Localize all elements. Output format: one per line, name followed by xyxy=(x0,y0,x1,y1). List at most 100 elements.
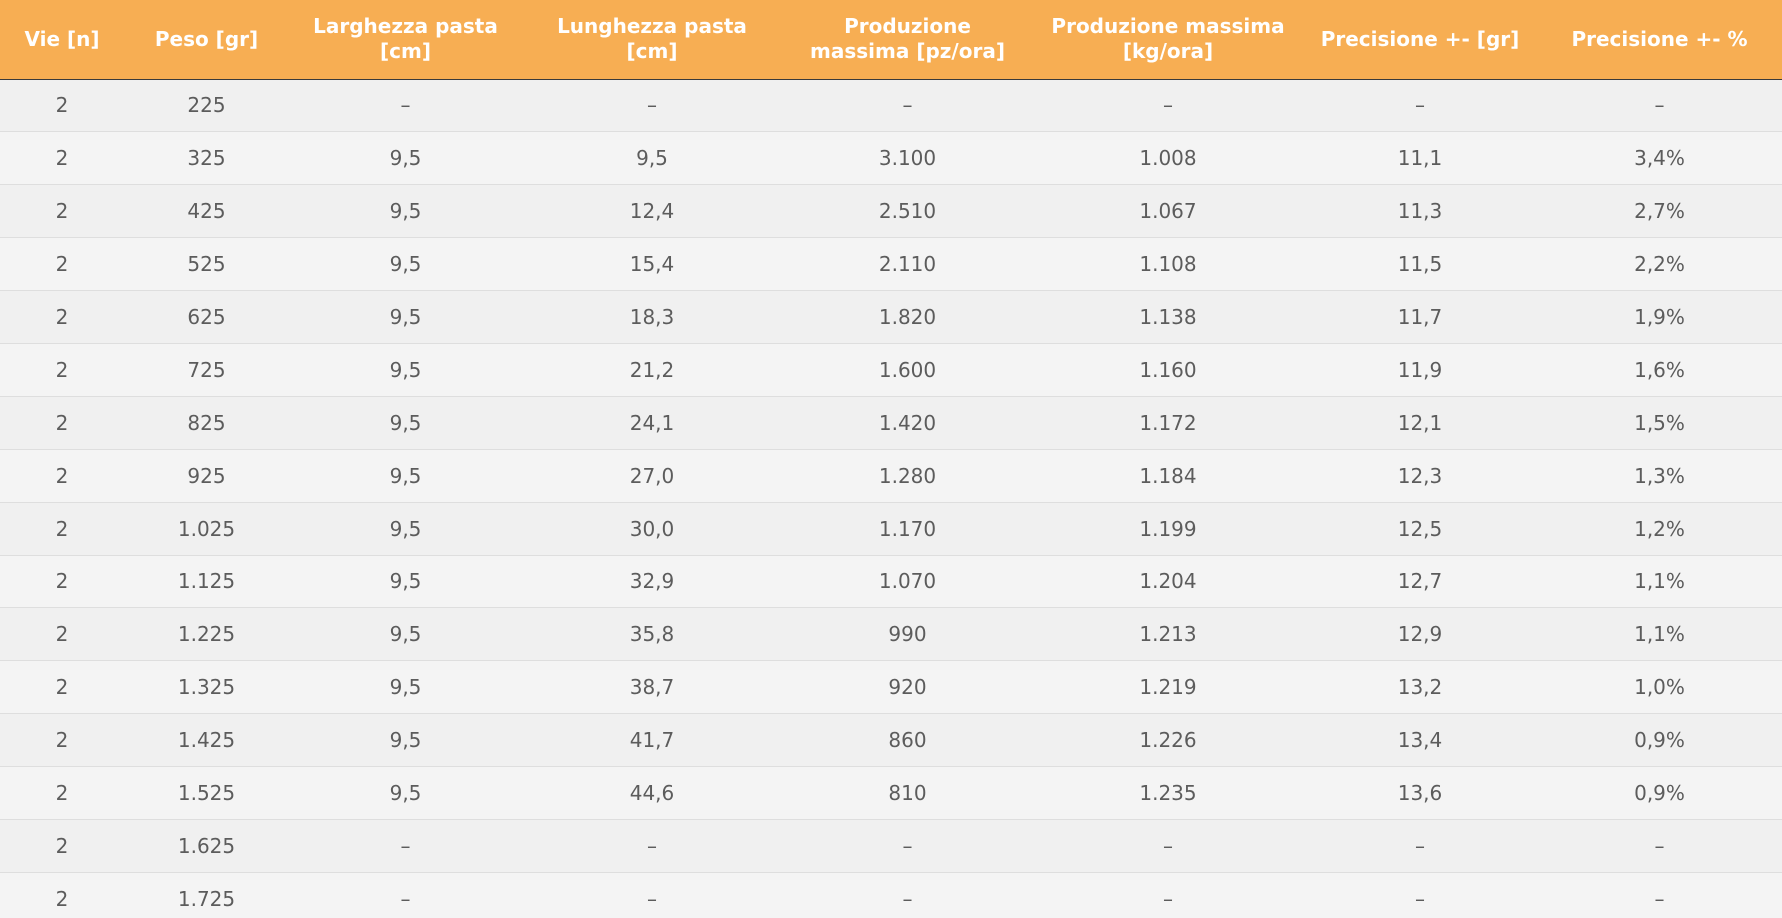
table-row: 2 525 9,5 15,4 2.110 1.108 11,5 2,2% xyxy=(0,237,1782,291)
max-production-kg-cell: 1.213 xyxy=(1033,607,1303,661)
table-row: 2 1.125 9,5 32,9 1.070 1.204 12,7 1,1% xyxy=(0,554,1782,608)
dough-width-cell: 9,5 xyxy=(289,660,522,714)
dough-length-cell: 21,2 xyxy=(522,342,782,397)
max-production-kg-cell: – xyxy=(1163,93,1173,118)
lanes-cell: 2 xyxy=(0,395,124,450)
lanes-cell: 2 xyxy=(55,93,69,118)
max-production-pieces-cell: – xyxy=(782,871,1033,918)
precision-percent-cell: 0,9% xyxy=(1537,713,1782,767)
dough-length-cell: – xyxy=(522,818,782,873)
precision-gr-cell: – xyxy=(1303,818,1537,873)
dough-length-cell: 24,1 xyxy=(522,395,782,450)
header-dough-length: Lunghezza pasta [cm] xyxy=(522,0,782,80)
table-row: 2 825 9,5 24,1 1.420 1.172 12,1 1,5% xyxy=(0,395,1782,450)
weight-cell: 325 xyxy=(124,131,289,185)
max-production-kg-cell: – xyxy=(1033,871,1303,918)
precision-percent-cell: 1,9% xyxy=(1537,290,1782,344)
weight-cell: 1.125 xyxy=(124,554,289,608)
max-production-kg-cell: 1.184 xyxy=(1033,448,1303,503)
dough-length-cell: 9,5 xyxy=(522,131,782,185)
lanes-cell: 2 xyxy=(0,766,124,820)
table-row: 2 1.225 9,5 35,8 990 1.213 12,9 1,1% xyxy=(0,607,1782,661)
header-row: Vie [n] Peso [gr] Larghezza pasta [cm] L… xyxy=(0,0,1782,80)
precision-percent-cell: 1,6% xyxy=(1537,342,1782,397)
table-body: 2 225– – – – – –2 325 9,5 9,5 3.100 1.008 11,1 3,4% 2 4… xyxy=(0,79,1782,918)
dough-width-cell: 9,5 xyxy=(289,290,522,344)
max-production-kg-cell: 1.199 xyxy=(1033,501,1303,556)
precision-percent-cell: 1,3% xyxy=(1537,448,1782,503)
table-row: 2 925 9,5 27,0 1.280 1.184 12,3 1,3% xyxy=(0,448,1782,503)
precision-gr-cell: 12,3 xyxy=(1303,448,1537,503)
precision-gr-cell: 11,5 xyxy=(1303,237,1537,291)
dough-width-cell: 9,5 xyxy=(289,237,522,291)
precision-percent-cell: 1,0% xyxy=(1537,660,1782,714)
weight-cell: 1.225 xyxy=(124,607,289,661)
table-row: 2 425 9,5 12,4 2.510 1.067 11,3 2,7% xyxy=(0,184,1782,238)
table-row: 2 1.425 9,5 41,7 860 1.226 13,4 0,9% xyxy=(0,713,1782,767)
header-precision-gr: Precisione +- [gr] xyxy=(1303,0,1537,80)
precision-percent-cell: – xyxy=(1537,818,1782,873)
lanes-cell: 2 xyxy=(0,818,124,873)
table-row: 2 1.325 9,5 38,7 920 1.219 13,2 1,0% xyxy=(0,660,1782,714)
max-production-pieces-cell: 860 xyxy=(782,713,1033,767)
max-production-pieces-cell: 990 xyxy=(782,607,1033,661)
precision-gr-cell: – xyxy=(1415,93,1425,118)
header-max-production-kg: Produzione massima [kg/ora] xyxy=(1033,0,1303,80)
max-production-kg-cell: 1.138 xyxy=(1033,290,1303,344)
precision-percent-cell: 1,1% xyxy=(1537,554,1782,608)
weight-cell: 225 xyxy=(187,93,226,118)
precision-percent-cell: 0,9% xyxy=(1537,766,1782,820)
max-production-kg-cell: 1.008 xyxy=(1033,131,1303,185)
weight-cell: 1.025 xyxy=(124,501,289,556)
weight-cell: 1.425 xyxy=(124,713,289,767)
max-production-kg-cell: 1.219 xyxy=(1033,660,1303,714)
precision-percent-cell: 1,1% xyxy=(1537,607,1782,661)
lanes-cell: 2 xyxy=(0,237,124,291)
weight-cell: 625 xyxy=(124,290,289,344)
dough-length-cell: 18,3 xyxy=(522,290,782,344)
dough-width-cell: 9,5 xyxy=(289,184,522,238)
table-row: 2 1.025 9,5 30,0 1.170 1.199 12,5 1,2% xyxy=(0,501,1782,556)
max-production-pieces-cell: 1.280 xyxy=(782,448,1033,503)
max-production-pieces-cell: – xyxy=(902,93,913,118)
max-production-kg-cell: – xyxy=(1033,818,1303,873)
max-production-pieces-cell: 1.070 xyxy=(782,554,1033,608)
max-production-pieces-cell: 1.420 xyxy=(782,395,1033,450)
precision-gr-cell: 12,9 xyxy=(1303,607,1537,661)
precision-percent-cell: 1,5% xyxy=(1537,395,1782,450)
precision-gr-cell: 11,7 xyxy=(1303,290,1537,344)
precision-percent-cell: 3,4% xyxy=(1537,131,1782,185)
table-row: 2 725 9,5 21,2 1.600 1.160 11,9 1,6% xyxy=(0,342,1782,397)
precision-percent-cell: 2,7% xyxy=(1537,184,1782,238)
weight-cell: 725 xyxy=(124,342,289,397)
lanes-cell: 2 xyxy=(0,342,124,397)
dough-width-cell: – xyxy=(289,871,522,918)
dough-width-cell: 9,5 xyxy=(289,131,522,185)
precision-gr-cell: 12,7 xyxy=(1303,554,1537,608)
dough-width-cell: – xyxy=(289,818,522,873)
dough-width-cell: 9,5 xyxy=(289,448,522,503)
dough-length-cell: 44,6 xyxy=(522,766,782,820)
max-production-kg-cell: 1.226 xyxy=(1033,713,1303,767)
header-precision-percent: Precisione +- % xyxy=(1537,0,1782,80)
dough-length-cell: 15,4 xyxy=(522,237,782,291)
weight-cell: 1.325 xyxy=(124,660,289,714)
lanes-cell: 2 xyxy=(0,713,124,767)
precision-gr-cell: 12,5 xyxy=(1303,501,1537,556)
lanes-cell: 2 xyxy=(0,184,124,238)
max-production-pieces-cell: 1.820 xyxy=(782,290,1033,344)
weight-cell: 425 xyxy=(124,184,289,238)
precision-gr-cell: 11,1 xyxy=(1303,131,1537,185)
max-production-kg-cell: 1.108 xyxy=(1033,237,1303,291)
dough-length-cell: – xyxy=(647,93,657,118)
precision-percent-cell: 2,2% xyxy=(1537,237,1782,291)
dough-width-cell: 9,5 xyxy=(289,342,522,397)
weight-cell: 525 xyxy=(124,237,289,291)
table-header: Vie [n] Peso [gr] Larghezza pasta [cm] L… xyxy=(0,0,1782,80)
dough-length-cell: 35,8 xyxy=(522,607,782,661)
weight-cell: 1.525 xyxy=(124,766,289,820)
dough-width-cell: 9,5 xyxy=(289,713,522,767)
max-production-kg-cell: 1.172 xyxy=(1033,395,1303,450)
dough-width-cell: 9,5 xyxy=(289,395,522,450)
